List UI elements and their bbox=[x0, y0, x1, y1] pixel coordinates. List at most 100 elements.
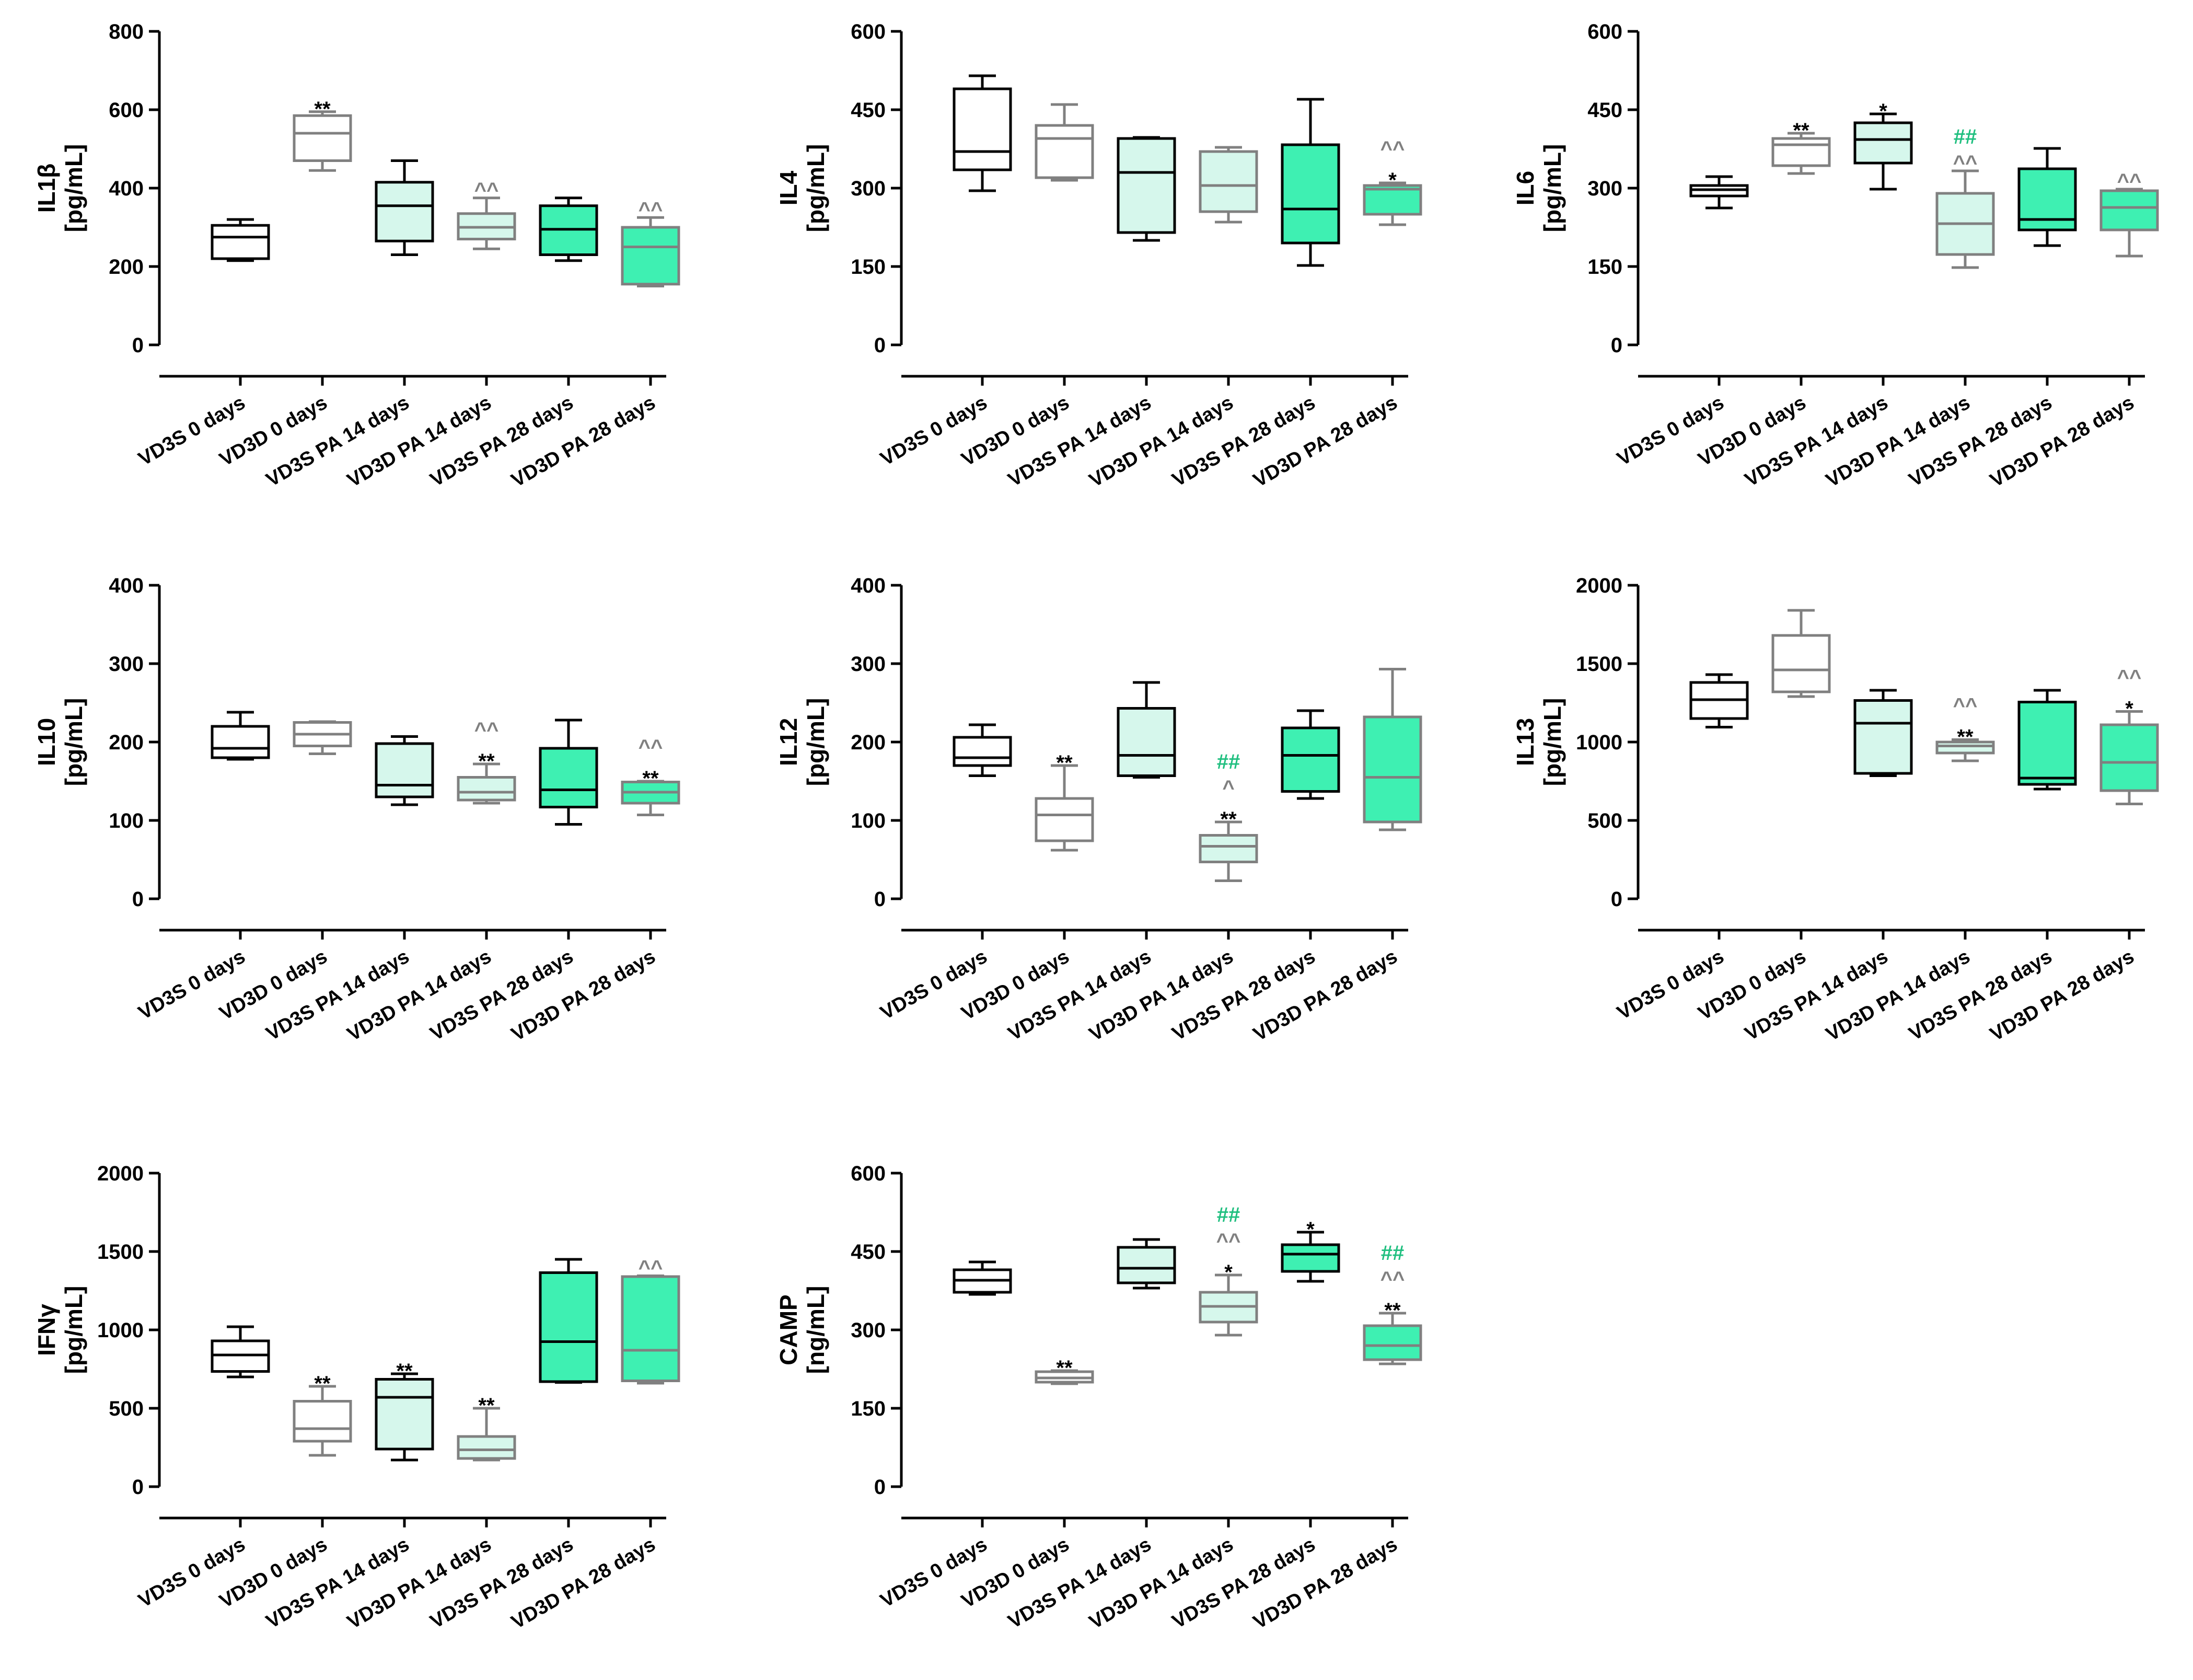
box-il1b-1 bbox=[293, 110, 352, 172]
x-tick-label: VD3D PA 14 days bbox=[1823, 391, 1974, 492]
box-iqr bbox=[293, 114, 352, 162]
significance-star: * bbox=[1879, 100, 1887, 123]
y-tick-label: 2000 bbox=[1576, 574, 1622, 597]
y-axis-unit: [pg/mL] bbox=[60, 144, 87, 233]
y-axis-title: IL1β bbox=[33, 164, 60, 213]
significance-star: ** bbox=[1793, 119, 1809, 142]
box-ifng-2 bbox=[375, 1372, 434, 1462]
y-tick-label: 0 bbox=[874, 888, 886, 911]
x-tick-label: VD3S PA 28 days bbox=[1905, 945, 2056, 1045]
y-tick-label: 0 bbox=[1611, 888, 1622, 911]
significance-caret: ^^ bbox=[1380, 1268, 1405, 1291]
x-tick-label: VD3D PA 14 days bbox=[344, 1533, 495, 1633]
box-iqr bbox=[457, 776, 516, 802]
box-ifng-4 bbox=[539, 1258, 598, 1384]
x-tick-label: VD3D PA 14 days bbox=[1086, 945, 1237, 1046]
box-iqr bbox=[1117, 707, 1176, 777]
x-tick-label: VD3D PA 14 days bbox=[1086, 1533, 1237, 1633]
significance-caret: ^^ bbox=[474, 719, 499, 741]
x-tick-label: VD3D PA 28 days bbox=[508, 945, 659, 1046]
y-tick-label: 0 bbox=[132, 888, 144, 911]
box-il10-5 bbox=[621, 780, 680, 816]
box-il6-1 bbox=[1771, 132, 1831, 175]
significance-hash: ## bbox=[1217, 750, 1240, 773]
x-tick-label: VD3S PA 14 days bbox=[262, 391, 413, 491]
x-tick-label: VD3S PA 28 days bbox=[426, 391, 577, 491]
box-il13-5 bbox=[2099, 710, 2159, 805]
significance-star: ** bbox=[1056, 751, 1073, 774]
box-iqr bbox=[1035, 797, 1094, 842]
x-tick-label: VD3D PA 28 days bbox=[1250, 1533, 1401, 1633]
box-camp-2 bbox=[1117, 1238, 1176, 1290]
y-axis-unit: [ng/mL] bbox=[802, 1286, 829, 1374]
box-il12-1 bbox=[1035, 764, 1094, 852]
box-iqr bbox=[211, 224, 270, 260]
x-tick-label: VD3S PA 28 days bbox=[426, 945, 577, 1045]
x-tick-label: VD3D PA 14 days bbox=[1086, 391, 1237, 492]
y-tick-label: 300 bbox=[851, 177, 886, 200]
significance-star: * bbox=[1388, 169, 1397, 192]
box-iqr bbox=[1281, 1243, 1340, 1273]
y-tick-label: 600 bbox=[851, 20, 886, 43]
y-tick-label: 300 bbox=[1587, 177, 1622, 200]
box-il4-3 bbox=[1199, 146, 1258, 224]
box-iqr bbox=[1281, 143, 1340, 245]
significance-caret: ^^ bbox=[474, 179, 499, 202]
significance-star: * bbox=[1224, 1261, 1233, 1284]
significance-caret: ^^ bbox=[1953, 694, 1978, 717]
y-tick-label: 100 bbox=[109, 809, 144, 832]
box-il6-5 bbox=[2099, 188, 2159, 258]
box-il4-4 bbox=[1281, 98, 1340, 267]
y-tick-label: 500 bbox=[109, 1397, 144, 1420]
significance-caret: ^^ bbox=[1953, 152, 1978, 175]
significance-star: ** bbox=[642, 767, 659, 790]
y-axis-title: IL6 bbox=[1512, 171, 1539, 205]
box-iqr bbox=[457, 1435, 516, 1460]
y-axis-title: IL13 bbox=[1512, 718, 1539, 766]
y-axis-unit: [pg/mL] bbox=[60, 1286, 87, 1374]
box-iqr bbox=[375, 1378, 434, 1451]
significance-caret: ^^ bbox=[639, 198, 663, 221]
significance-star: ** bbox=[478, 1394, 495, 1417]
box-iqr bbox=[539, 1271, 598, 1383]
box-il10-2 bbox=[375, 735, 434, 806]
y-axis-unit: [pg/mL] bbox=[1539, 144, 1566, 233]
box-il13-0 bbox=[1689, 673, 1749, 728]
x-tick-label: VD3S PA 14 days bbox=[1004, 391, 1155, 491]
box-iqr bbox=[1771, 137, 1831, 167]
significance-star: ** bbox=[314, 98, 331, 121]
y-tick-label: 0 bbox=[1611, 334, 1622, 357]
significance-caret: ^^ bbox=[639, 1257, 663, 1280]
box-il1b-4 bbox=[539, 196, 598, 262]
box-il13-1 bbox=[1771, 609, 1831, 698]
y-tick-label: 1000 bbox=[97, 1319, 144, 1342]
y-tick-label: 600 bbox=[1587, 20, 1622, 43]
box-il6-4 bbox=[2017, 147, 2077, 247]
significance-star: ** bbox=[1056, 1357, 1073, 1380]
box-iqr bbox=[293, 1400, 352, 1443]
y-tick-label: 0 bbox=[874, 334, 886, 357]
box-camp-1 bbox=[1035, 1369, 1094, 1385]
significance-hash: ## bbox=[1217, 1203, 1240, 1226]
significance-caret: ^^ bbox=[639, 736, 663, 759]
box-camp-0 bbox=[953, 1260, 1012, 1296]
box-il1b-5 bbox=[621, 216, 680, 287]
y-tick-label: 450 bbox=[1587, 99, 1622, 122]
y-tick-label: 400 bbox=[851, 574, 886, 597]
y-tick-label: 150 bbox=[1587, 256, 1622, 279]
box-il10-4 bbox=[539, 719, 598, 826]
y-axis-unit: [pg/mL] bbox=[802, 698, 829, 786]
box-iqr bbox=[375, 181, 434, 242]
y-tick-label: 450 bbox=[851, 1241, 886, 1264]
y-tick-label: 1500 bbox=[1576, 653, 1622, 676]
box-iqr bbox=[1117, 1246, 1176, 1284]
box-camp-5 bbox=[1363, 1312, 1422, 1365]
y-tick-label: 150 bbox=[851, 1397, 886, 1420]
box-ifng-5 bbox=[621, 1275, 680, 1385]
significance-caret: ^ bbox=[1222, 777, 1234, 800]
